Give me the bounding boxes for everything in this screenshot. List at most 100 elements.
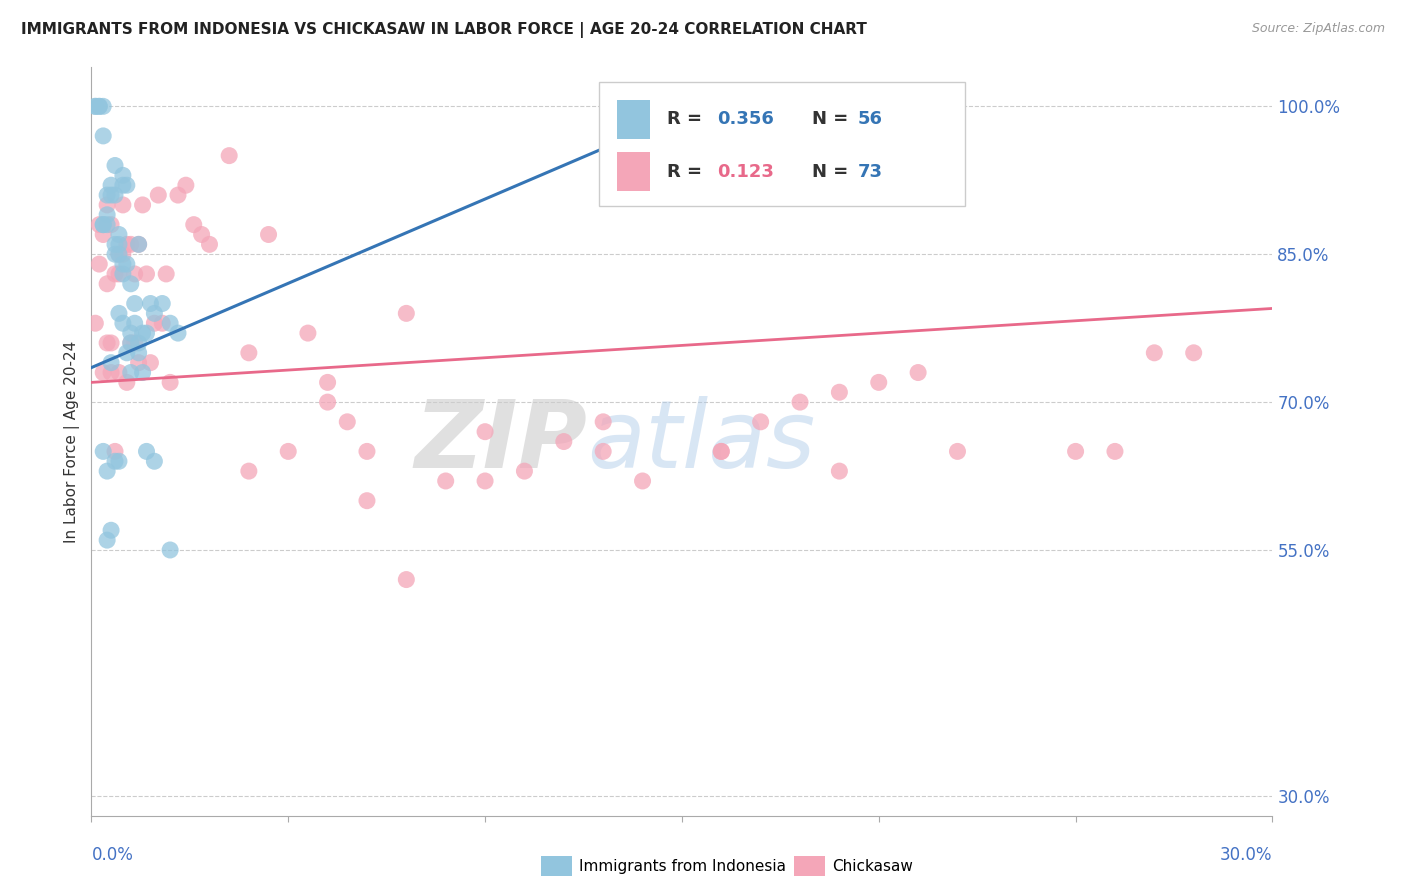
Point [104,444,127,458]
Text: ZIP: ZIP [415,395,588,488]
Point [96,464,118,478]
Point [277,444,299,458]
Text: N =: N = [811,163,848,181]
Point [135,444,157,458]
Point [336,415,359,429]
Point [115,237,138,252]
Point [91,444,114,458]
Bar [617,153,650,191]
Point [104,247,127,261]
Point [131,198,153,212]
Point [84,99,107,113]
Text: N =: N = [811,111,848,128]
Point [789,395,811,409]
Point [91,218,114,232]
Point [124,296,146,310]
Point [316,395,339,409]
Point [474,425,496,439]
Point [100,178,122,193]
FancyBboxPatch shape [599,82,966,205]
Bar [617,100,650,139]
Point [128,346,150,360]
Point [128,237,150,252]
Point [238,346,260,360]
Point [108,454,131,468]
Point [1182,346,1205,360]
Point [100,335,122,350]
Point [120,366,142,380]
Text: atlas: atlas [588,396,815,487]
Point [120,277,142,291]
Point [1143,346,1166,360]
Point [946,444,969,458]
Point [120,335,142,350]
Text: Immigrants from Indonesia: Immigrants from Indonesia [579,859,786,873]
Text: 56: 56 [858,111,883,128]
Point [120,335,142,350]
Point [128,335,150,350]
Point [749,415,772,429]
Point [96,188,118,202]
Text: 0.123: 0.123 [717,163,775,181]
Point [1064,444,1087,458]
Point [124,267,146,281]
Point [111,267,134,281]
Point [135,326,157,340]
Point [120,326,142,340]
Point [218,148,240,162]
Point [100,356,122,370]
Point [108,267,131,281]
Text: IMMIGRANTS FROM INDONESIA VS CHICKASAW IN LABOR FORCE | AGE 20-24 CORRELATION CH: IMMIGRANTS FROM INDONESIA VS CHICKASAW I… [21,22,868,38]
Point [167,326,190,340]
Point [128,356,150,370]
Point [513,464,536,478]
Text: 0.356: 0.356 [717,111,775,128]
Point [96,198,118,212]
Point [108,247,131,261]
Point [474,474,496,488]
Point [111,316,134,330]
Point [159,376,181,390]
Point [143,316,166,330]
Point [828,385,851,400]
Point [108,306,131,320]
Point [96,208,118,222]
Point [356,493,378,508]
Text: R =: R = [666,163,702,181]
Point [89,99,111,113]
Y-axis label: In Labor Force | Age 20-24: In Labor Force | Age 20-24 [65,341,80,542]
Point [128,237,150,252]
Point [120,237,142,252]
Point [115,346,138,360]
Point [124,335,146,350]
Point [91,218,114,232]
Point [155,267,177,281]
Point [89,257,111,271]
Point [592,444,614,458]
Point [238,464,260,478]
Point [91,128,114,143]
Point [89,218,111,232]
Point [111,169,134,183]
Point [115,178,138,193]
Point [297,326,319,340]
Point [111,178,134,193]
Point [91,227,114,242]
Text: 73: 73 [858,163,883,181]
Point [592,415,614,429]
Point [143,306,166,320]
Point [96,218,118,232]
Point [111,257,134,271]
Point [100,188,122,202]
Point [631,474,654,488]
Point [111,247,134,261]
Point [868,376,890,390]
Point [553,434,575,449]
Point [100,218,122,232]
Point [124,316,146,330]
Text: Source: ZipAtlas.com: Source: ZipAtlas.com [1251,22,1385,36]
Text: 0.0%: 0.0% [91,847,134,864]
Point [710,444,733,458]
Point [108,237,131,252]
Point [395,306,418,320]
